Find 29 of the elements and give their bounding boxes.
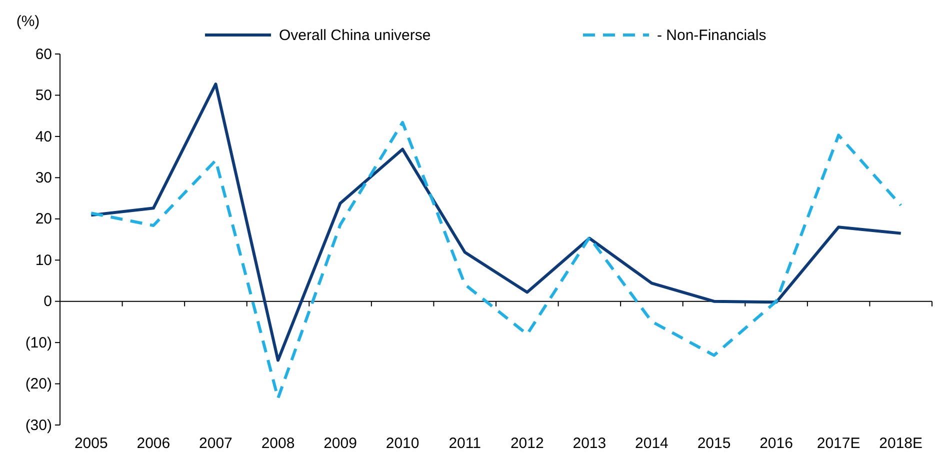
y-tick-label: 50 [35,87,52,104]
legend-label: Overall China universe [279,27,431,44]
x-tick-label: 2008 [261,435,295,452]
line-series [90,120,902,400]
y-tick-label: 60 [35,46,52,63]
x-tick-label: 2018E [879,435,923,452]
y-axis-title: (%) [16,13,40,30]
x-tick-label: 2007 [199,435,232,452]
y-tick-label: (20) [25,376,52,393]
y-tick-label: 10 [35,252,52,269]
x-tick-label: 2011 [448,435,481,452]
x-tick-label: 2009 [324,435,357,452]
y-tick-label: (30) [25,416,52,434]
x-tick-label: 2013 [572,435,606,452]
x-tick-label: 2014 [635,435,668,452]
x-tick-label: 2005 [74,435,108,452]
y-tick-label: 40 [35,128,52,146]
x-tick-label: 2016 [760,435,793,452]
line-series [90,82,902,362]
x-tick-label: 2010 [386,435,420,452]
y-tick-label: (10) [25,334,52,352]
legend-label: - Non-Financials [657,27,766,44]
y-tick-label: 20 [35,210,52,228]
x-tick-label: 2017E [816,435,860,452]
x-tick-label: 2012 [510,435,544,452]
x-tick-label: 2006 [136,435,170,452]
y-tick-label: 0 [44,293,52,310]
y-tick-label: 30 [35,169,52,186]
x-tick-label: 2015 [697,435,731,452]
